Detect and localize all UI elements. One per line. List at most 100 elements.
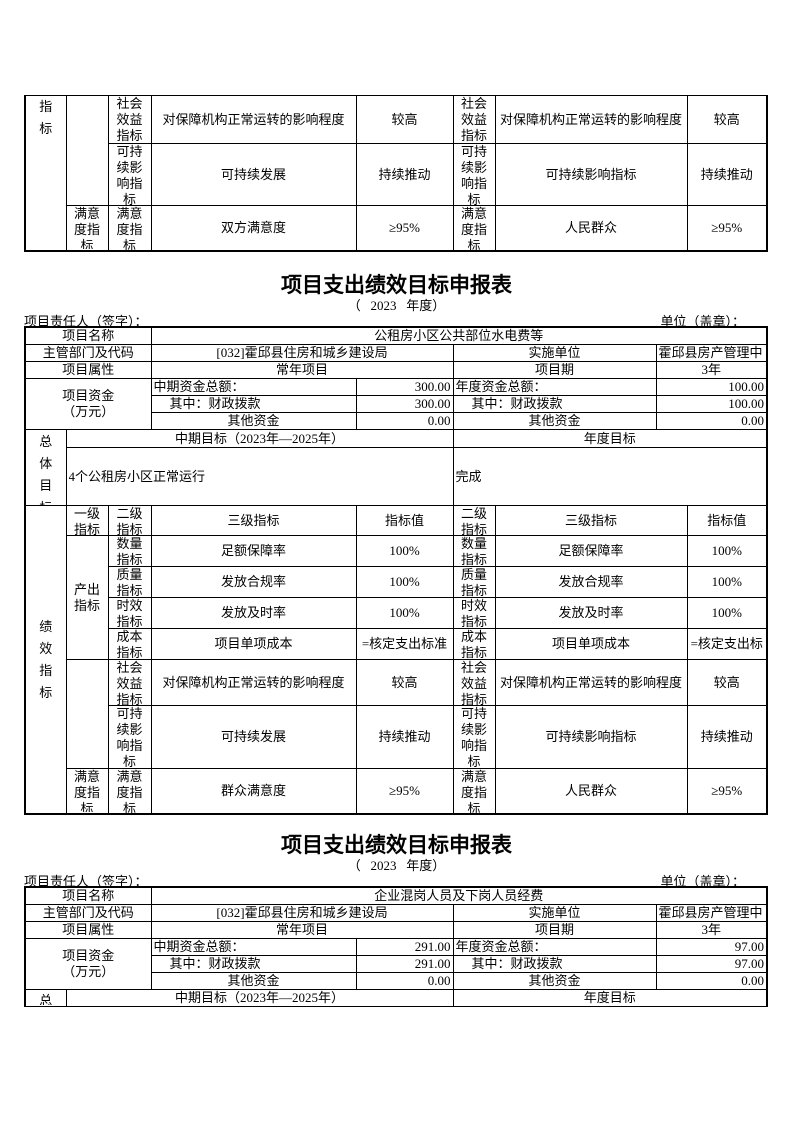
level3-indicator: 对保障机构正常运转的影响程度	[150, 659, 357, 706]
annual-indicator-value-text: 100%	[711, 605, 742, 620]
table-row: 项目资金（万元） 中期资金总额： 300.00 年度资金总额： 100.00	[24, 378, 768, 430]
header-annual-level3-text: 三级指标	[564, 512, 617, 528]
annual-level3-indicator: 发放合规率	[494, 566, 688, 598]
annual-indicator-value: 100%	[686, 535, 768, 567]
level3-indicator: 可持续发展	[150, 705, 357, 769]
performance-indicator-label: 指标	[24, 95, 67, 252]
department-label-text: 主管部门及代码	[42, 345, 134, 361]
header-level3: 三级指标	[150, 505, 357, 536]
annual-total-value: 100.00	[655, 378, 768, 396]
mid-term-other-value: 0.00	[355, 972, 454, 990]
header-value-text: 指标值	[384, 512, 424, 528]
annual-indicator-value-text: 持续推动	[700, 729, 753, 744]
annual-level2-indicator: 数量指标	[452, 535, 496, 567]
annual-level3-indicator: 人民群众	[494, 205, 688, 252]
indicator-value: ≥95%	[355, 205, 454, 252]
annual-level2-indicator: 成本指标	[452, 628, 496, 660]
annual-fiscal-value: 100.00	[655, 395, 768, 413]
annual-fiscal-label-text: 其中：财政拨款	[471, 396, 563, 412]
annual-level2-indicator: 满意度指标	[452, 205, 496, 252]
table-row: 项目名称 企业混岗人员及下岗人员经费	[24, 886, 768, 905]
table-row: 时效指标 发放及时率 100% 时效指标 发放及时率 100%	[25, 597, 768, 629]
level3-indicator: 群众满意度	[150, 768, 357, 815]
level2-indicator-text: 数量指标	[116, 536, 143, 566]
overall-goal-label-text: 总体目标	[39, 433, 53, 505]
indicator-value-text: ≥95%	[389, 220, 420, 235]
overall-goal-label-text: 总	[39, 993, 53, 1005]
mid-term-total-value-text: 291.00	[414, 939, 451, 955]
annual-level2-indicator-text: 可持续影响指标	[460, 706, 487, 768]
annual-indicator-value: 100%	[686, 597, 768, 629]
project-attribute-label: 项目属性	[24, 361, 152, 379]
mid-term-total-value: 300.00	[355, 378, 454, 396]
level1-indicator-text: 产出指标	[73, 581, 100, 613]
annual-level3-indicator-text: 人民群众	[564, 783, 617, 798]
mid-term-total-label: 中期资金总额：	[150, 378, 357, 396]
annual-level2-indicator-text: 可持续影响指标	[460, 144, 487, 205]
mid-term-other-label: 其他资金	[150, 972, 357, 990]
department-label: 主管部门及代码	[24, 904, 152, 922]
mid-term-goal-header-text: 中期目标（2023年—2025年）	[174, 430, 344, 446]
level2-indicator: 数量指标	[107, 535, 152, 567]
level2-indicator: 质量指标	[107, 566, 152, 598]
level3-indicator-text: 可持续发展	[220, 166, 286, 182]
project-name-label: 项目名称	[24, 886, 152, 905]
indicator-value: 持续推动	[355, 143, 454, 206]
project-name-label-text: 项目名称	[62, 888, 115, 903]
level3-indicator: 发放及时率	[150, 597, 357, 629]
department-label: 主管部门及代码	[24, 344, 152, 362]
annual-level2-indicator-text: 满意度指标	[460, 206, 487, 250]
annual-indicator-value: ≥95%	[686, 205, 768, 252]
level1-indicator: 产出指标	[65, 535, 109, 660]
responsible-person-label: 项目责任人（签字）：	[24, 874, 148, 889]
header-level3-text: 三级指标	[227, 512, 280, 528]
annual-level3-indicator: 人民群众	[494, 768, 688, 815]
table-row: 社会效益指标 对保障机构正常运转的影响程度 较高 社会效益指标 对保障机构正常运转的影响…	[25, 659, 768, 769]
project-period-value: 3年	[655, 921, 768, 939]
level1-indicator-text: 满意度指标	[73, 206, 100, 249]
table-row: 总 中期目标（2023年—2025年） 年度目标	[24, 989, 768, 1007]
department-value-text: [032]霍邱县住房和城乡建设局	[216, 905, 388, 921]
level3-indicator-text: 项目单项成本	[214, 636, 293, 651]
level2-indicator: 时效指标	[107, 597, 152, 629]
level2-indicator: 社会效益指标	[107, 659, 152, 706]
mid-term-goal-value-text: 4个公租房小区正常运行	[68, 468, 206, 484]
annual-total-label-text: 年度资金总额：	[455, 939, 547, 955]
project-attribute-value-text: 常年项目	[275, 362, 328, 378]
annual-indicator-value: 较高	[686, 659, 768, 706]
mid-term-other-label-text: 其他资金	[227, 413, 280, 429]
header-level2-text: 二级指标	[116, 506, 143, 535]
annual-level2-indicator: 社会效益指标	[452, 95, 496, 144]
project-attribute-value: 常年项目	[150, 921, 454, 939]
implementing-unit-label: 实施单位	[452, 904, 657, 922]
annual-level3-indicator: 对保障机构正常运转的影响程度	[494, 659, 688, 706]
annual-level3-indicator: 发放及时率	[494, 597, 688, 629]
header-level1-text: 一级指标	[73, 506, 100, 535]
annual-fiscal-value-text: 100.00	[728, 396, 765, 412]
table-row: 总体目标 中期目标（2023年—2025年） 年度目标	[24, 429, 768, 506]
annual-level3-indicator-text: 对保障机构正常运转的影响程度	[499, 674, 682, 690]
project-funds-label-text: 项目资金（万元）	[62, 948, 115, 979]
level2-indicator: 社会效益指标	[107, 95, 152, 144]
annual-level2-indicator-text: 满意度指标	[460, 769, 487, 813]
annual-goal-header: 年度目标	[452, 989, 768, 1007]
implementing-unit-label-text: 实施单位	[528, 905, 581, 921]
table-row: 可持续影响指标 可持续发展 持续推动 可持续影响指标 可持续影响指标 持续推动	[25, 705, 768, 769]
level1-indicator: 满意度指标	[65, 205, 109, 252]
level2-indicator-text: 可持续影响指标	[116, 144, 143, 205]
indicator-value-text: 100%	[389, 574, 420, 589]
annual-level3-indicator: 项目单项成本	[494, 628, 688, 660]
annual-level3-indicator-text: 可持续影响指标	[545, 729, 637, 744]
level3-indicator-text: 对保障机构正常运转的影响程度	[162, 674, 345, 690]
level3-indicator-text: 可持续发展	[220, 729, 286, 744]
overall-goal-label: 总体目标	[24, 429, 67, 506]
mid-term-fiscal-value: 300.00	[355, 395, 454, 413]
level1-indicator: 满意度指标	[65, 768, 109, 815]
annual-level2-indicator-text: 数量指标	[460, 536, 487, 566]
performance-indicator-label: 绩效指标	[24, 505, 67, 815]
indicator-value-text: 较高	[391, 674, 418, 690]
level2-indicator: 可持续影响指标	[107, 143, 152, 206]
annual-indicator-value: =核定支出标	[686, 628, 768, 660]
level2-indicator-text: 可持续影响指标	[116, 706, 143, 768]
header-annual-value: 指标值	[686, 505, 768, 536]
